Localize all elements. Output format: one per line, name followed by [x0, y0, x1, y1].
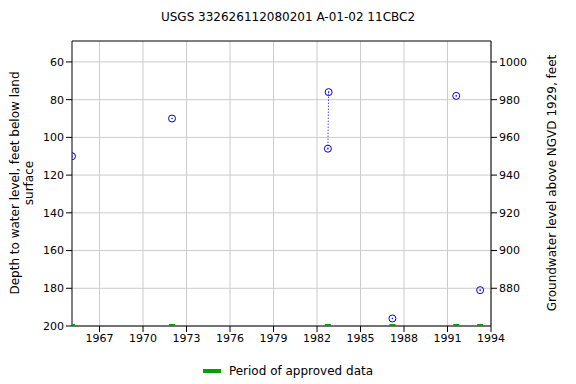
- svg-text:960: 960: [499, 131, 520, 144]
- svg-text:1991: 1991: [434, 332, 462, 345]
- svg-text:1979: 1979: [260, 332, 288, 345]
- svg-text:1967: 1967: [86, 332, 114, 345]
- svg-text:1994: 1994: [477, 332, 505, 345]
- svg-text:940: 940: [499, 169, 520, 182]
- svg-text:180: 180: [43, 282, 64, 295]
- svg-text:1985: 1985: [347, 332, 375, 345]
- svg-text:140: 140: [43, 207, 64, 220]
- svg-text:1973: 1973: [173, 332, 201, 345]
- html-text:Groundwater level above NGVD 1: Groundwater level above NGVD 1929, feet: [545, 54, 559, 312]
- svg-text:1982: 1982: [303, 332, 331, 345]
- svg-text:920: 920: [499, 207, 520, 220]
- svg-text:1976: 1976: [216, 332, 244, 345]
- svg-text:100: 100: [43, 131, 64, 144]
- html-text:surface: surface: [22, 160, 36, 206]
- html-text:USGS 332626112080201 A-01-02 1: USGS 332626112080201 A-01-02 11CBC2: [160, 10, 415, 24]
- svg-text:120: 120: [43, 169, 64, 182]
- svg-text:1988: 1988: [390, 332, 418, 345]
- html-text:Period of approved data: Period of approved data: [228, 364, 374, 378]
- svg-text:980: 980: [499, 94, 520, 107]
- html-text:Depth to water level, feet bel: Depth to water level, feet below land: [8, 71, 22, 295]
- svg-text:60: 60: [50, 56, 64, 69]
- svg-text:1000: 1000: [499, 56, 527, 69]
- svg-text:80: 80: [50, 94, 64, 107]
- svg-text:160: 160: [43, 244, 64, 257]
- svg-text:900: 900: [499, 244, 520, 257]
- svg-text:200: 200: [43, 320, 64, 333]
- svg-text:880: 880: [499, 282, 520, 295]
- svg-text:1970: 1970: [129, 332, 157, 345]
